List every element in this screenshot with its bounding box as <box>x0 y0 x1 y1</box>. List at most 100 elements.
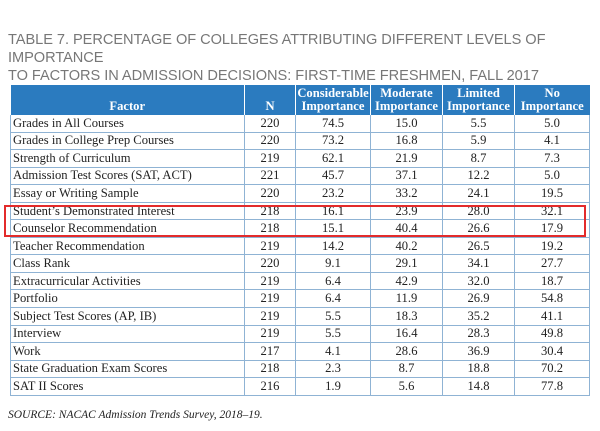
cell-considerable: 73.2 <box>295 132 371 151</box>
cell-no: 30.4 <box>514 342 590 361</box>
table-title-line-2: TO FACTORS IN ADMISSION DECISIONS: FIRST… <box>8 68 539 84</box>
cell-n: 218 <box>244 360 296 379</box>
importance-table: Factor N Considerable Importance Moderate… <box>10 85 590 396</box>
cell-n: 219 <box>244 289 296 309</box>
cell-factor: SAT II Scores <box>10 377 245 396</box>
cell-moderate: 5.6 <box>370 377 443 396</box>
table-row: Work 217 4.1 28.6 36.9 30.4 <box>10 342 590 361</box>
cell-considerable: 14.2 <box>295 237 371 256</box>
cell-limited: 12.2 <box>442 167 515 186</box>
cell-factor: Grades in All Courses <box>10 115 245 133</box>
cell-moderate: 37.1 <box>370 167 443 186</box>
table-row: Admission Test Scores (SAT, ACT) 221 45.7 3… <box>10 167 590 186</box>
cell-considerable: 1.9 <box>295 377 371 396</box>
cell-n: 219 <box>244 325 296 344</box>
cell-moderate: 28.6 <box>370 342 443 361</box>
cell-factor: Admission Test Scores (SAT, ACT) <box>10 167 245 186</box>
cell-no: 70.2 <box>514 360 590 379</box>
cell-factor: State Graduation Exam Scores <box>10 360 245 379</box>
cell-no: 5.0 <box>514 167 590 186</box>
table-row: Grades in All Courses 220 74.5 15.0 5.5 5.0 <box>10 115 590 133</box>
cell-no: 27.7 <box>514 254 590 273</box>
source-note: SOURCE: NACAC Admission Trends Survey, 2… <box>8 409 263 421</box>
cell-moderate: 42.9 <box>370 272 443 291</box>
cell-factor: Grades in College Prep Courses <box>10 132 245 151</box>
cell-considerable: 6.4 <box>295 272 371 291</box>
cell-moderate: 29.1 <box>370 254 443 273</box>
cell-limited: 36.9 <box>442 342 515 361</box>
cell-moderate: 11.9 <box>370 289 443 309</box>
cell-no: 4.1 <box>514 132 590 151</box>
cell-moderate: 16.4 <box>370 325 443 344</box>
cell-factor: Essay or Writing Sample <box>10 184 245 203</box>
cell-considerable: 74.5 <box>295 115 371 133</box>
cell-moderate: 40.2 <box>370 237 443 256</box>
cell-factor: Work <box>10 342 245 361</box>
cell-moderate: 16.8 <box>370 132 443 151</box>
table-title: TABLE 7. PERCENTAGE OF COLLEGES ATTRIBUT… <box>8 31 594 85</box>
header-no: No Importance <box>514 85 590 115</box>
cell-limited: 26.5 <box>442 237 515 256</box>
cell-moderate: 33.2 <box>370 184 443 203</box>
cell-n: 219 <box>244 307 296 326</box>
cell-n: 220 <box>244 254 296 273</box>
table-row: Class Rank 220 9.1 29.1 34.1 27.7 <box>10 254 590 273</box>
table-row: SAT II Scores 216 1.9 5.6 14.8 77.8 <box>10 377 590 396</box>
cell-considerable: 5.5 <box>295 325 371 344</box>
cell-no: 19.2 <box>514 237 590 256</box>
cell-limited: 5.9 <box>442 132 515 151</box>
cell-considerable: 45.7 <box>295 167 371 186</box>
cell-moderate: 15.0 <box>370 115 443 133</box>
cell-factor: Strength of Curriculum <box>10 149 245 168</box>
table-row: Teacher Recommendation 219 14.2 40.2 26.5 19.… <box>10 237 590 256</box>
header-n: N <box>244 85 296 115</box>
table-row: State Graduation Exam Scores 218 2.3 8.7 18.… <box>10 360 590 379</box>
cell-considerable: 5.5 <box>295 307 371 326</box>
table-row: Subject Test Scores (AP, IB) 219 5.5 18.3 35… <box>10 307 590 326</box>
table-title-line-1: TABLE 7. PERCENTAGE OF COLLEGES ATTRIBUT… <box>8 32 546 66</box>
cell-no: 18.7 <box>514 272 590 291</box>
cell-limited: 32.0 <box>442 272 515 291</box>
table-row: Grades in College Prep Courses 220 73.2 16.… <box>10 132 590 151</box>
highlight-box <box>4 205 586 237</box>
cell-considerable: 2.3 <box>295 360 371 379</box>
cell-no: 49.8 <box>514 325 590 344</box>
table-header-row: Factor N Considerable Importance Moderate… <box>10 85 590 115</box>
cell-n: 221 <box>244 167 296 186</box>
cell-factor: Class Rank <box>10 254 245 273</box>
cell-factor: Teacher Recommendation <box>10 237 245 256</box>
cell-considerable: 6.4 <box>295 289 371 309</box>
cell-considerable: 23.2 <box>295 184 371 203</box>
table-row: Strength of Curriculum 219 62.1 21.9 8.7 7.3 <box>10 149 590 168</box>
table-row: Extracurricular Activities 219 6.4 42.9 32.0… <box>10 272 590 291</box>
cell-considerable: 4.1 <box>295 342 371 361</box>
cell-no: 5.0 <box>514 115 590 133</box>
table-row: Portfolio 219 6.4 11.9 26.9 54.8 <box>10 289 590 309</box>
cell-considerable: 62.1 <box>295 149 371 168</box>
header-considerable: Considerable Importance <box>295 85 371 115</box>
cell-n: 219 <box>244 272 296 291</box>
header-moderate: Moderate Importance <box>370 85 443 115</box>
table-row: Interview 219 5.5 16.4 28.3 49.8 <box>10 325 590 344</box>
cell-limited: 35.2 <box>442 307 515 326</box>
cell-limited: 24.1 <box>442 184 515 203</box>
cell-no: 54.8 <box>514 289 590 309</box>
cell-limited: 18.8 <box>442 360 515 379</box>
cell-factor: Subject Test Scores (AP, IB) <box>10 307 245 326</box>
cell-moderate: 18.3 <box>370 307 443 326</box>
cell-limited: 5.5 <box>442 115 515 133</box>
cell-n: 217 <box>244 342 296 361</box>
cell-no: 77.8 <box>514 377 590 396</box>
cell-n: 219 <box>244 237 296 256</box>
cell-n: 219 <box>244 149 296 168</box>
header-limited: Limited Importance <box>442 85 515 115</box>
table-row: Counselor Recommendation 218 15.1 40.4 26.6 1… <box>10 219 590 238</box>
cell-factor: Portfolio <box>10 289 245 309</box>
cell-n: 220 <box>244 115 296 133</box>
table-row: Essay or Writing Sample 220 23.2 33.2 24.1 19… <box>10 184 590 203</box>
cell-limited: 34.1 <box>442 254 515 273</box>
cell-n: 218 <box>244 219 296 238</box>
cell-no: 7.3 <box>514 149 590 168</box>
cell-factor: Interview <box>10 325 245 344</box>
cell-no: 41.1 <box>514 307 590 326</box>
